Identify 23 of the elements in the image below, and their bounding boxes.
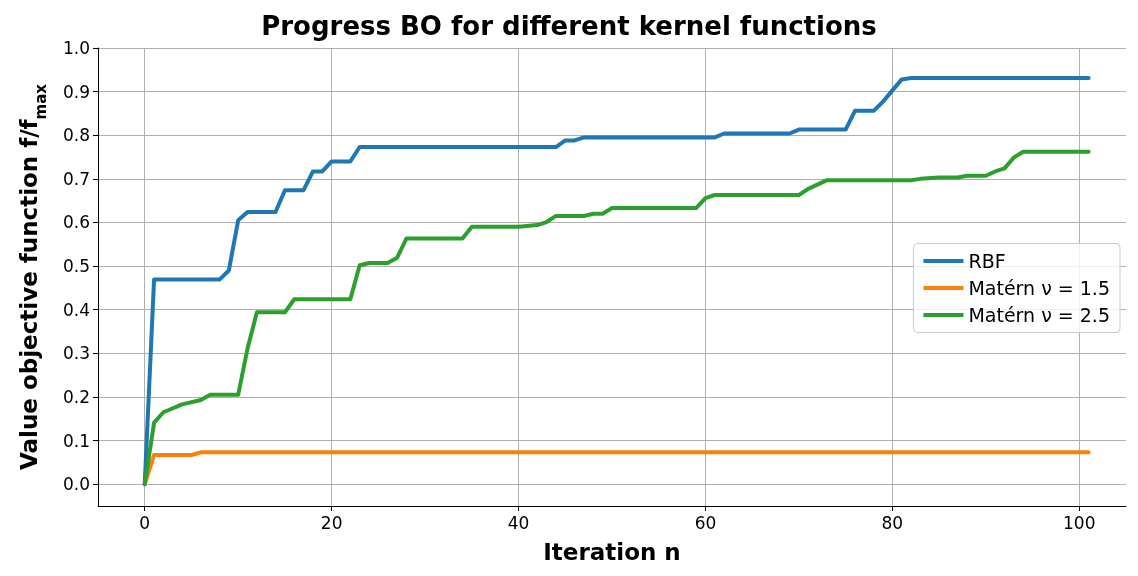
y-tick-label: 0.2 [62, 386, 90, 407]
x-tick-label: 60 [694, 512, 717, 533]
y-tick-label: 0.3 [62, 343, 90, 364]
y-tick-label: 0.7 [62, 168, 90, 189]
legend-label: Matérn ν = 2.5 [968, 304, 1111, 326]
x-tick-label: 40 [507, 512, 530, 533]
y-tick-label: 0.8 [62, 125, 90, 146]
x-tick-label: 80 [881, 512, 904, 533]
x-tick-label: 20 [320, 512, 343, 533]
x-axis-title: Iteration n [543, 538, 681, 565]
y-tick-label: 1.0 [62, 38, 90, 58]
y-tick-label: 0.0 [62, 474, 90, 495]
y-axis-title: Value objective function f/fmax [15, 83, 50, 471]
y-tick-label: 0.6 [62, 212, 90, 233]
y-tick-label: 0.5 [62, 256, 90, 277]
y-tick-label: 0.1 [62, 430, 90, 451]
y-tick-label: 0.4 [62, 299, 90, 320]
y-tick-label: 0.9 [62, 81, 90, 102]
legend-label: RBF [968, 250, 1006, 272]
legend-label: Matérn ν = 1.5 [968, 277, 1111, 299]
x-tick-label: 0 [139, 512, 151, 533]
x-tick-label: 100 [1063, 512, 1096, 533]
chart-title: Progress BO for different kernel functions [261, 11, 877, 41]
